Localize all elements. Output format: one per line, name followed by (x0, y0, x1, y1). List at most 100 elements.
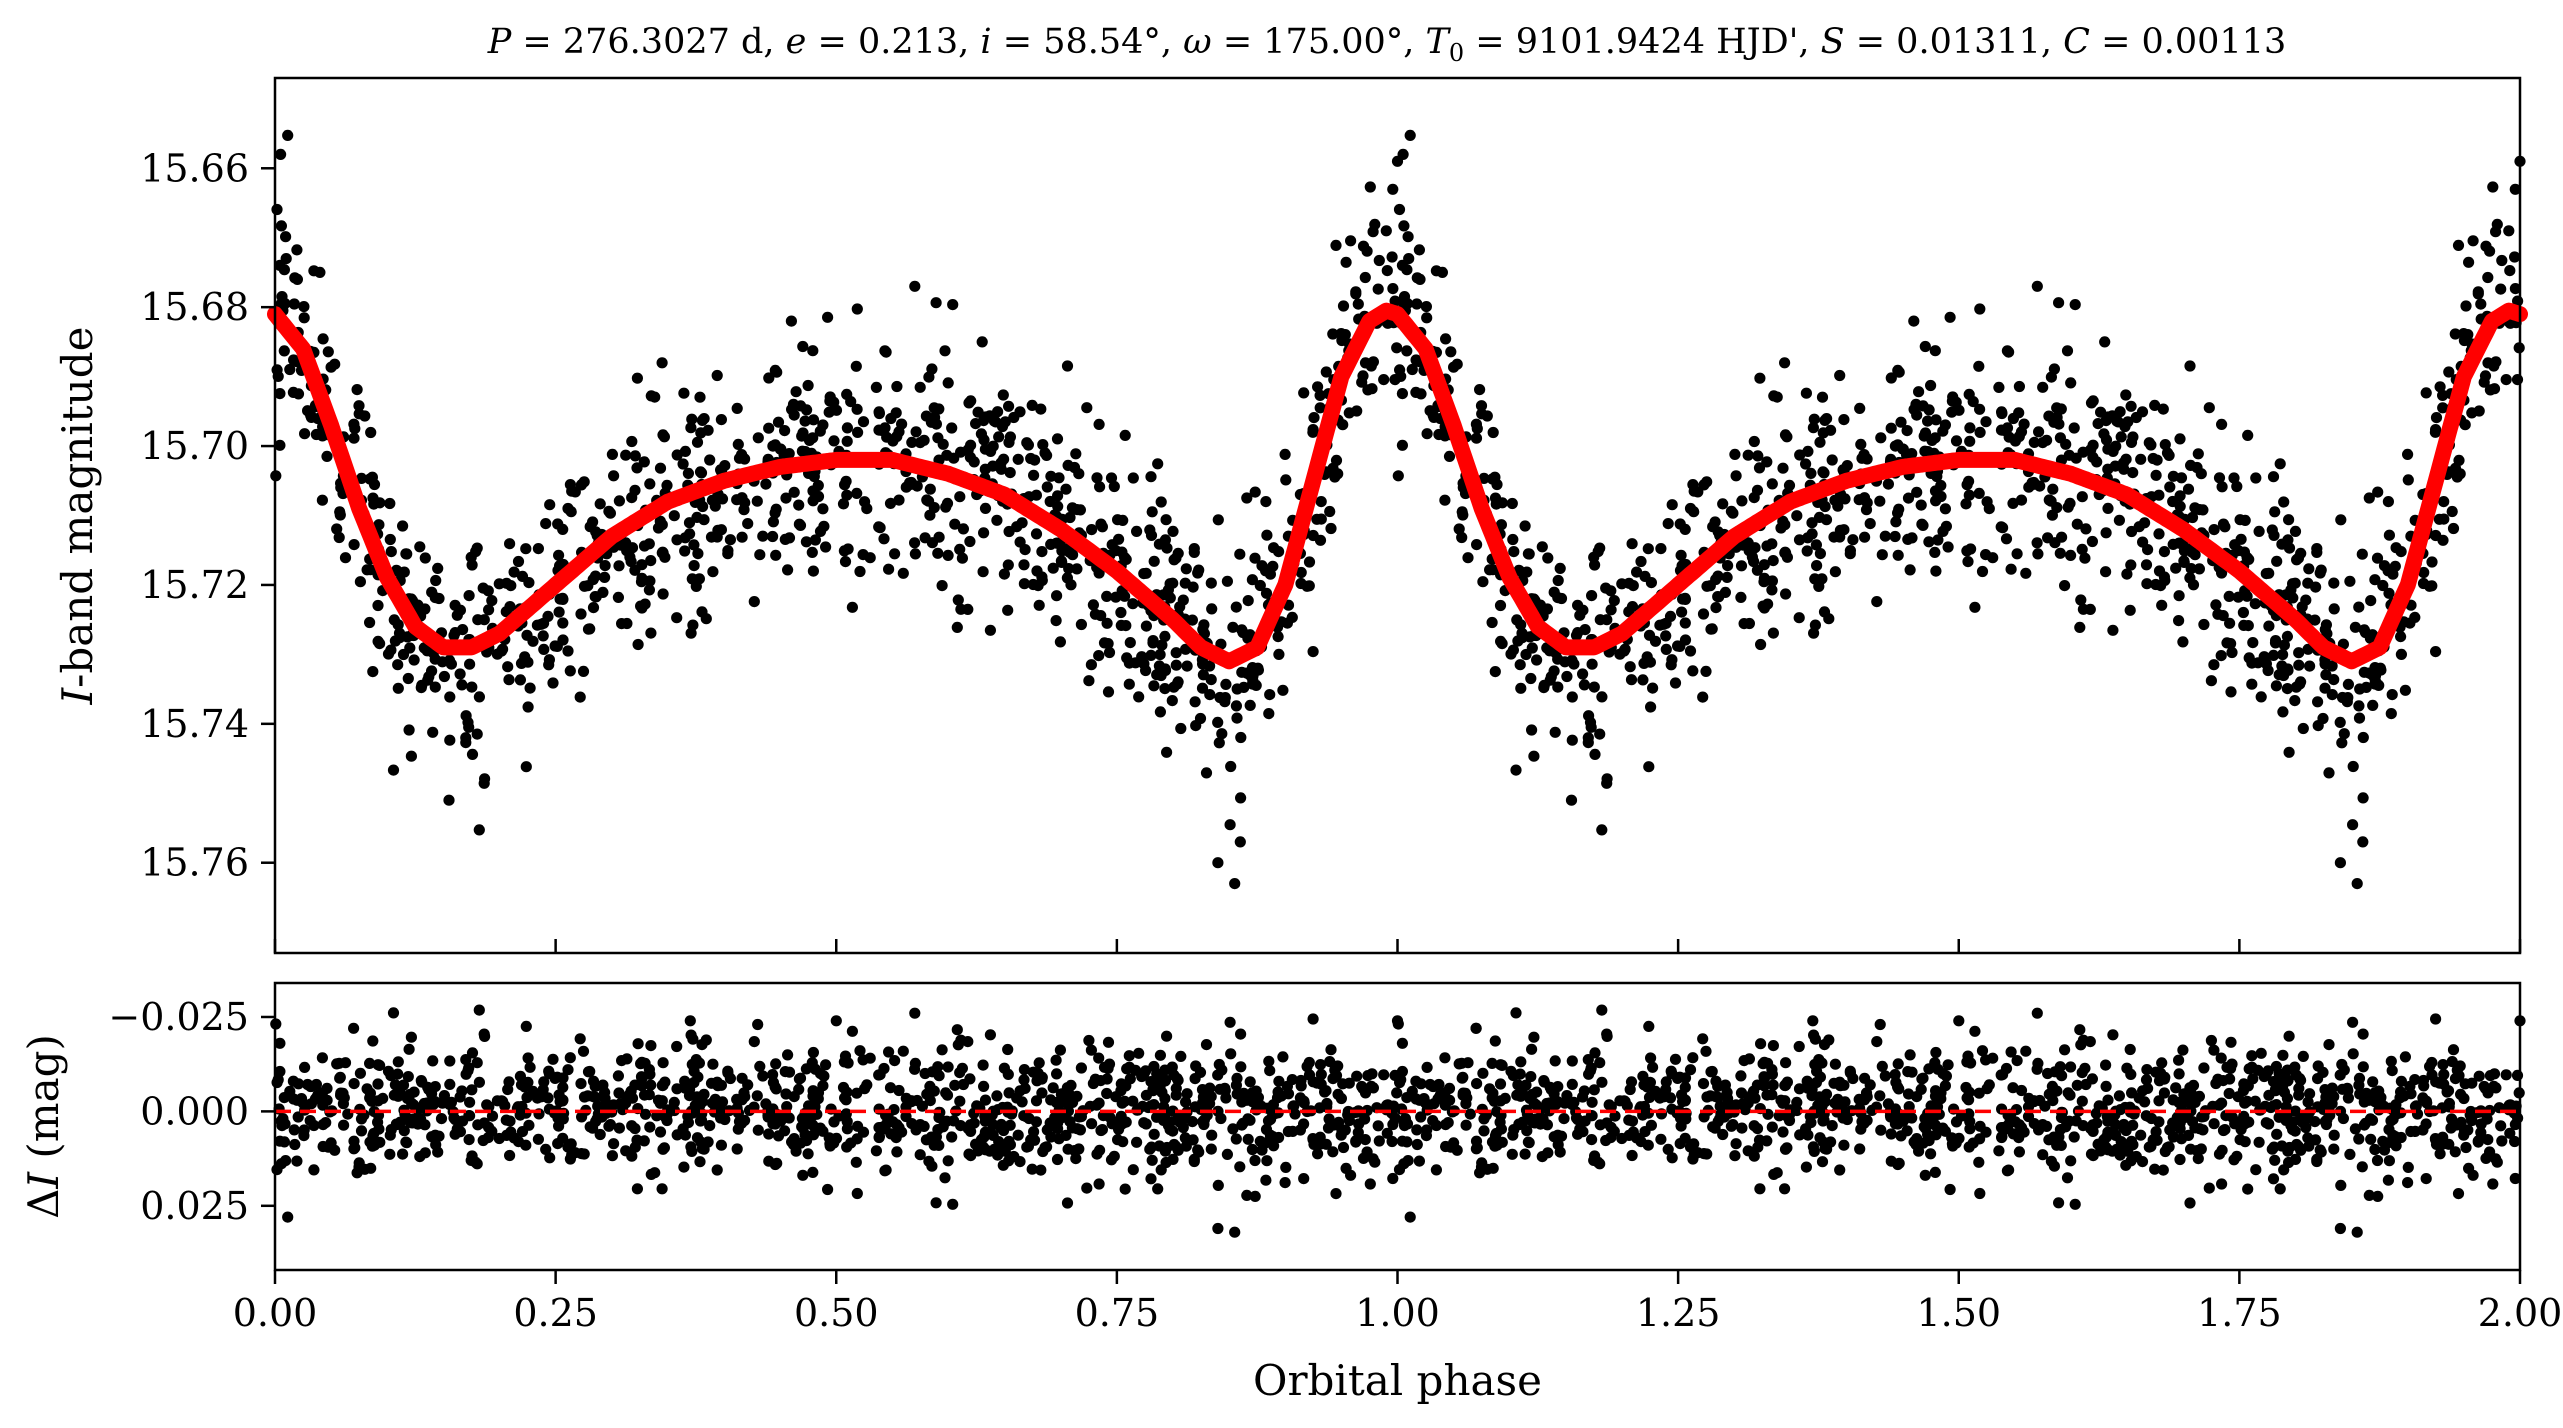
data-point (2369, 678, 2381, 690)
data-point (1710, 602, 1722, 614)
residual-point (1174, 1116, 1186, 1128)
data-point (763, 372, 775, 384)
data-point (1160, 514, 1172, 526)
data-point (401, 631, 413, 643)
residual-point (2039, 1100, 2051, 1112)
residual-point (1550, 1098, 1562, 1110)
residual-point (724, 1072, 737, 1085)
residual-point (788, 1133, 800, 1145)
residual-point (1153, 1074, 1165, 1086)
data-point (2232, 591, 2244, 603)
data-point (1413, 244, 1425, 256)
residual-point (1929, 1090, 1942, 1102)
residual-point (1491, 1106, 1503, 1118)
residual-point (1871, 1036, 1883, 1048)
data-point (438, 670, 450, 683)
residual-point (1596, 1004, 1608, 1016)
residual-point (1470, 1022, 1482, 1034)
residual-point (2243, 1063, 2255, 1075)
residual-point (464, 1096, 476, 1108)
residual-point (1154, 1049, 1166, 1061)
data-point (405, 750, 417, 762)
data-point (997, 389, 1009, 401)
data-point (2274, 458, 2286, 470)
data-point (1626, 601, 1639, 613)
residual-point (970, 1138, 982, 1150)
data-point (1816, 391, 1829, 403)
data-point (1660, 630, 1672, 642)
residual-point (2383, 1155, 2395, 1167)
data-point (1574, 609, 1586, 621)
residual-point (1127, 1095, 1139, 1107)
residual-point (1188, 1155, 1200, 1168)
data-point (1950, 435, 1963, 447)
data-point (2385, 708, 2397, 720)
residual-point (2409, 1125, 2421, 1137)
residual-point (1937, 1068, 1949, 1080)
data-point (2225, 686, 2237, 698)
residual-point (353, 1161, 365, 1173)
data-point (752, 432, 764, 444)
y-tick-label: 15.74 (140, 702, 249, 746)
residual-point (1023, 1112, 1035, 1125)
data-point (1932, 534, 1944, 546)
data-point (1779, 357, 1791, 369)
residual-point (2156, 1057, 2168, 1069)
residual-point (1588, 1154, 1600, 1166)
data-point (1697, 608, 1710, 620)
residual-point (1421, 1061, 1433, 1073)
residual-point (2354, 1088, 2366, 1100)
data-point (2120, 389, 2132, 401)
residual-point (909, 1063, 921, 1075)
data-point (694, 391, 706, 403)
data-point (1113, 533, 1125, 545)
residual-point (1679, 1132, 1691, 1144)
data-point (769, 439, 781, 451)
residual-point (2351, 1226, 2363, 1238)
data-point (1014, 536, 1026, 548)
data-point (353, 400, 365, 412)
data-point (333, 531, 345, 544)
data-point (807, 565, 820, 577)
residual-point (1464, 1108, 1476, 1120)
data-point (616, 618, 628, 630)
residual-point (1167, 1153, 1179, 1165)
residual-point (2455, 1088, 2467, 1100)
data-point (1793, 612, 1805, 624)
residual-point (1594, 1119, 1606, 1131)
data-point (2216, 567, 2228, 579)
data-point (1730, 470, 1742, 482)
residual-point (1704, 1090, 1716, 1102)
data-point (1507, 533, 1519, 546)
data-point (1528, 750, 1540, 762)
residual-point (1277, 1051, 1289, 1063)
data-point (1421, 428, 1433, 440)
residual-point (520, 1139, 532, 1151)
residual-point (2087, 1150, 2099, 1162)
residual-point (2173, 1096, 2185, 1109)
data-point (538, 643, 550, 656)
data-point (1168, 681, 1180, 693)
residual-point (1146, 1154, 1158, 1166)
data-point (2184, 360, 2196, 372)
data-point (2076, 491, 2088, 503)
residual-point (1095, 1124, 1107, 1137)
residual-point (2267, 1076, 2280, 1088)
residual-point (1170, 1140, 1182, 1152)
data-point (466, 681, 478, 693)
residual-point (1662, 1143, 1674, 1155)
data-point (2228, 472, 2240, 484)
data-point (1235, 792, 1247, 804)
data-point (1802, 445, 1814, 457)
data-point (557, 523, 569, 536)
residual-point (883, 1046, 895, 1058)
data-point (620, 449, 632, 461)
residual-point (2404, 1080, 2416, 1092)
residual-point (1415, 1111, 1427, 1123)
data-point (537, 630, 549, 642)
data-point (1631, 566, 1643, 578)
residual-point (1929, 1166, 1941, 1178)
data-point (1742, 449, 1754, 461)
data-point (589, 570, 602, 582)
data-point (1627, 580, 1639, 592)
